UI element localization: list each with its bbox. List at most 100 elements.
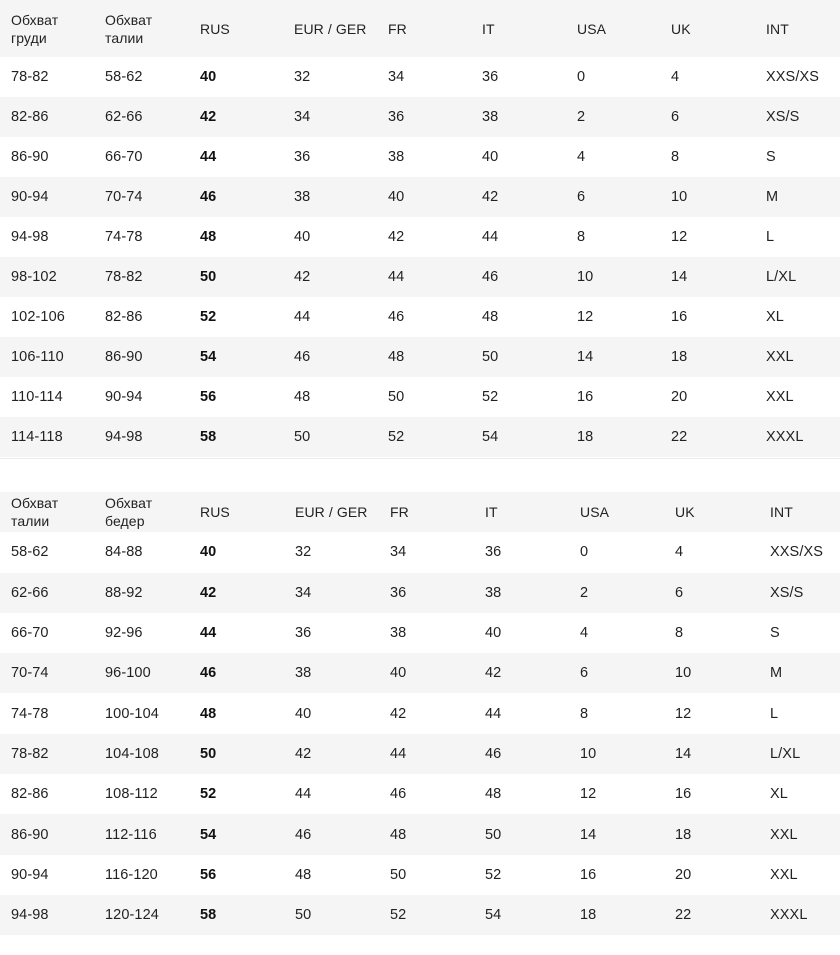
cell-int: L [770, 705, 779, 722]
cell-uk: 22 [671, 429, 688, 445]
cell-measure-b: 78-82 [105, 269, 143, 285]
cell-rus: 50 [200, 269, 217, 285]
cell-int: S [770, 625, 780, 642]
cell-usa: 2 [577, 109, 586, 125]
table-header-row: Обхват талии Обхват бедер RUS EUR / GER … [0, 492, 840, 533]
cell-rus: 58 [200, 429, 217, 445]
cell-usa: 6 [580, 665, 589, 682]
cell-measure-a: 66-70 [11, 625, 49, 642]
cell-it: 50 [482, 349, 499, 365]
table-row: 86-90 112-116 54 46 48 50 14 18 XXL [0, 814, 840, 855]
cell-measure-b: 62-66 [105, 109, 143, 125]
cell-int: XXS/XS [770, 544, 823, 561]
cell-measure-b: 94-98 [105, 429, 143, 445]
cell-eur-ger: 42 [295, 745, 312, 762]
cell-int: XXXL [770, 907, 808, 924]
header-cell-it: IT [485, 504, 498, 521]
cell-uk: 22 [675, 907, 692, 924]
cell-fr: 34 [388, 69, 405, 85]
cell-uk: 8 [671, 149, 680, 165]
cell-usa: 2 [580, 584, 589, 601]
cell-usa: 6 [577, 189, 586, 205]
cell-uk: 4 [671, 69, 680, 85]
header-cell-hips: Обхват бедер [105, 495, 153, 530]
cell-measure-a: 102-106 [11, 309, 65, 325]
cell-eur-ger: 42 [294, 269, 311, 285]
table-row: 90-94 70-74 46 38 40 42 6 10 M [0, 177, 840, 217]
cell-fr: 46 [390, 786, 407, 803]
cell-int: XL [770, 786, 788, 803]
cell-int: XXL [766, 349, 794, 365]
cell-measure-b: 104-108 [105, 745, 159, 762]
cell-it: 42 [485, 665, 502, 682]
cell-usa: 4 [577, 149, 586, 165]
cell-measure-a: 110-114 [11, 389, 63, 405]
cell-fr: 44 [388, 269, 405, 285]
cell-rus: 42 [200, 109, 217, 125]
cell-eur-ger: 34 [294, 109, 311, 125]
header-cell-fr: FR [388, 20, 407, 37]
cell-it: 36 [485, 544, 502, 561]
cell-measure-b: 108-112 [105, 786, 158, 803]
cell-int: XXL [766, 389, 794, 405]
cell-fr: 50 [388, 389, 405, 405]
cell-eur-ger: 50 [294, 429, 311, 445]
cell-it: 40 [482, 149, 499, 165]
cell-measure-b: 84-88 [105, 544, 143, 561]
cell-fr: 42 [388, 229, 405, 245]
cell-int: M [770, 665, 783, 682]
table-row: 114-118 94-98 58 50 52 54 18 22 XXXL [0, 417, 840, 457]
cell-eur-ger: 40 [295, 705, 312, 722]
cell-measure-a: 94-98 [11, 229, 49, 245]
header-cell-eur-ger: EUR / GER [294, 20, 367, 37]
cell-rus: 54 [200, 826, 217, 843]
cell-uk: 4 [675, 544, 684, 561]
cell-uk: 14 [675, 745, 692, 762]
cell-fr: 38 [388, 149, 405, 165]
header-cell-fr: FR [390, 504, 409, 521]
cell-eur-ger: 48 [295, 866, 312, 883]
cell-fr: 50 [390, 866, 407, 883]
cell-uk: 20 [671, 389, 688, 405]
cell-usa: 18 [577, 429, 594, 445]
cell-measure-a: 114-118 [11, 429, 63, 445]
size-table-waist-hips: Обхват талии Обхват бедер RUS EUR / GER … [0, 492, 840, 936]
cell-measure-a: 62-66 [11, 584, 49, 601]
cell-int: XS/S [766, 109, 800, 125]
cell-eur-ger: 46 [295, 826, 312, 843]
cell-usa: 0 [577, 69, 586, 85]
cell-fr: 40 [390, 665, 407, 682]
size-table-bust-waist: Обхват груди Обхват талии RUS EUR / GER … [0, 0, 840, 457]
cell-rus: 56 [200, 866, 217, 883]
cell-it: 38 [485, 584, 502, 601]
cell-usa: 10 [577, 269, 594, 285]
cell-usa: 12 [577, 309, 594, 325]
cell-it: 48 [482, 309, 499, 325]
cell-int: L/XL [766, 269, 797, 285]
cell-usa: 0 [580, 544, 589, 561]
cell-it: 54 [485, 907, 502, 924]
cell-int: M [766, 189, 779, 205]
cell-uk: 20 [675, 866, 692, 883]
cell-measure-a: 78-82 [11, 745, 49, 762]
header-cell-it: IT [482, 20, 495, 37]
cell-eur-ger: 36 [294, 149, 311, 165]
table-row: 102-106 82-86 52 44 46 48 12 16 XL [0, 297, 840, 337]
cell-int: S [766, 149, 776, 165]
cell-rus: 42 [200, 584, 217, 601]
cell-measure-b: 82-86 [105, 309, 143, 325]
cell-uk: 18 [671, 349, 688, 365]
cell-fr: 36 [388, 109, 405, 125]
cell-it: 50 [485, 826, 502, 843]
cell-it: 46 [485, 745, 502, 762]
cell-rus: 48 [200, 229, 217, 245]
cell-usa: 14 [577, 349, 594, 365]
cell-usa: 10 [580, 745, 597, 762]
cell-uk: 10 [675, 665, 692, 682]
cell-fr: 48 [390, 826, 407, 843]
cell-rus: 44 [200, 149, 217, 165]
header-cell-uk: UK [675, 504, 695, 521]
cell-int: XS/S [770, 584, 804, 601]
table-row: 106-110 86-90 54 46 48 50 14 18 XXL [0, 337, 840, 377]
header-cell-eur-ger: EUR / GER [295, 504, 368, 521]
